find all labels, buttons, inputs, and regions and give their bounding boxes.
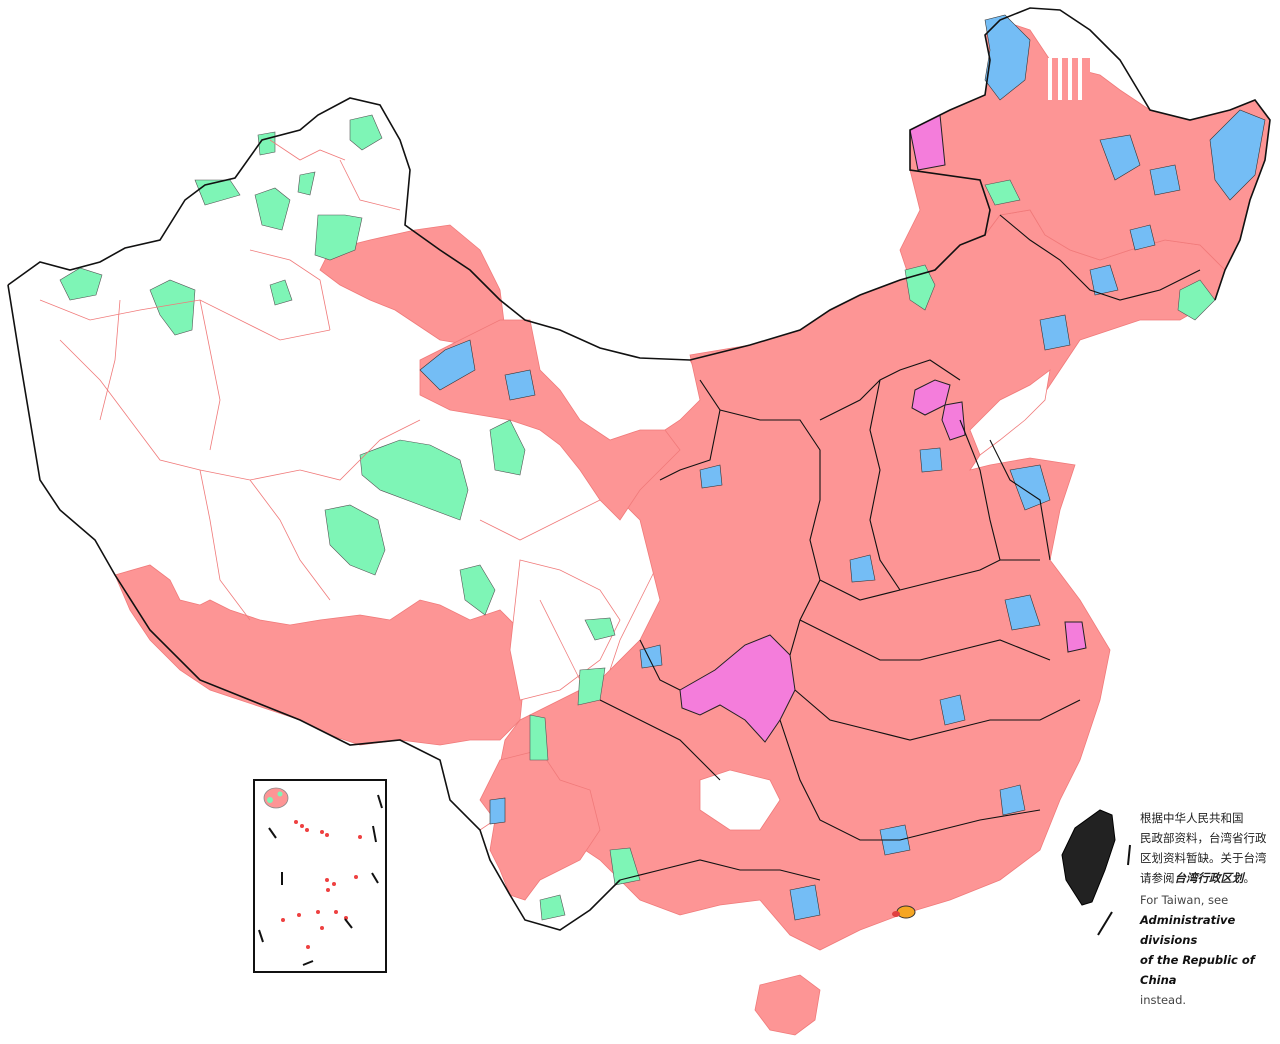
taiwan-note-chinese: 根据中华人民共和国 民政部资料，台湾省行政 区划资料暂缺。关于台湾 请参阅台湾行… [1140,808,1275,888]
region-district [789,884,821,921]
region-district [1039,314,1071,351]
region-bohai-sea [969,369,1051,456]
region-autonomous [489,419,526,476]
region-autonomous [257,131,276,156]
roc-admin-divisions-link-line1[interactable]: Administrative divisions [1140,913,1236,947]
region-autonomous [1177,279,1216,321]
taiwan-note-english: For Taiwan, see Administrative divisions… [1140,890,1275,1010]
taiwan-note: 根据中华人民共和国 民政部资料，台湾省行政 区划资料暂缺。关于台湾 请参阅台湾行… [1140,808,1275,1010]
note-zh-line2: 民政部资料，台湾省行政 [1140,831,1267,845]
region-district [419,339,476,391]
note-zh-line4-suffix: 。 [1243,871,1256,885]
region-autonomous [984,179,1021,206]
nine-dash-line-icon [258,794,383,966]
region-district [1099,134,1141,181]
region-autonomous [324,504,386,576]
region-district [1004,594,1041,631]
region-district [699,464,723,489]
region-autonomous [584,617,616,641]
region-autonomous [529,714,549,761]
national-border-southwest [7,284,621,931]
region-autonomous [254,187,291,231]
region-district [849,554,876,583]
region-district [504,369,536,401]
taiwan-island [1061,809,1116,906]
south-china-sea-inset [253,779,387,973]
region-district [1149,164,1181,196]
region-autonomous [539,894,566,921]
region-autonomous [269,279,293,306]
region-autonomous [59,267,103,301]
region-district [999,784,1026,816]
municipality-tianjin [941,401,966,441]
hong-kong-macau-marker [892,905,916,919]
region-autonomous [297,171,316,196]
region-sichuan-west-gap [509,559,621,701]
roc-admin-divisions-link-line2[interactable]: of the Republic of China [1140,953,1255,987]
note-en-line1: For Taiwan, see [1140,893,1229,907]
inset-frame [253,779,387,973]
hainan-island [754,974,821,1036]
region-autonomous [314,214,363,261]
region-district [1209,109,1266,201]
region-district [1089,264,1119,296]
region-autonomous [349,114,383,151]
region-autonomous [194,179,241,206]
region-autonomous [149,279,196,336]
region-yunnan [479,749,601,901]
municipality-shanghai [1064,621,1087,653]
national-border [7,7,1271,361]
region-hunan-west-gap [699,769,781,831]
region-district [489,797,506,825]
region-district [1009,464,1051,511]
provincial-borders [599,214,1201,881]
prefectural-borders [39,139,601,681]
region-district [1129,224,1156,251]
note-en-suffix: instead. [1140,993,1187,1007]
region-autonomous [459,564,496,616]
region-autonomous [609,847,641,886]
spratly-islands-icon [281,820,362,949]
taiwan-admin-divisions-link-zh[interactable]: 台湾行政区划 [1174,871,1244,885]
note-zh-line1: 根据中华人民共和国 [1140,811,1244,825]
region-autonomous [359,439,469,521]
note-zh-line3: 区划资料暂缺。关于台湾 [1140,851,1267,865]
paracel-islands-icon [263,787,289,809]
note-zh-line4-prefix: 请参阅 [1140,871,1175,885]
region-district [939,694,966,726]
northeast-striped-region [1045,58,1090,100]
region-gansu [419,319,681,521]
taiwan-boundary-dashes [1097,844,1131,936]
note-zh-line4: 请参阅台湾行政区划。 [1140,868,1275,888]
region-district [919,447,943,473]
